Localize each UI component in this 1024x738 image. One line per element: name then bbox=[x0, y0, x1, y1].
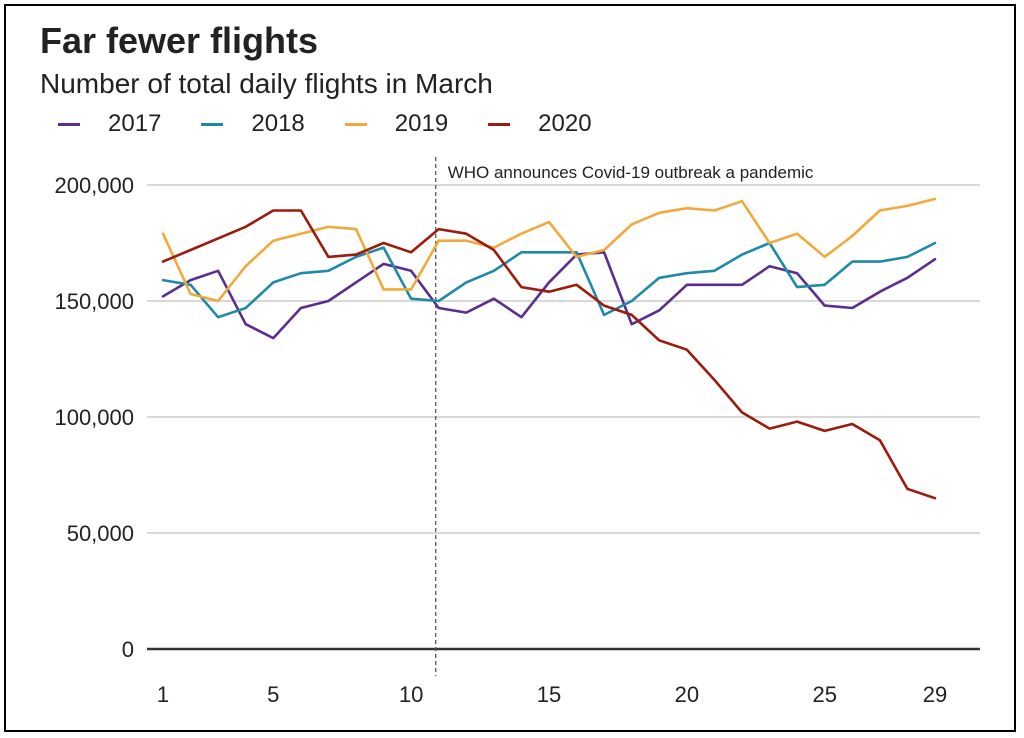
chart-subtitle: Number of total daily flights in March bbox=[40, 68, 493, 99]
legend-item-2020: 2020 bbox=[488, 110, 592, 138]
x-tick-label-25: 25 bbox=[812, 682, 836, 707]
legend-item-2019: 2019 bbox=[344, 110, 449, 138]
legend-label-2017: 2017 bbox=[108, 110, 162, 137]
legend-swatch-2019 bbox=[344, 122, 367, 126]
series-line-2019 bbox=[161, 197, 937, 303]
x-tick-label-5: 5 bbox=[267, 682, 279, 707]
legend-swatch-2020 bbox=[488, 122, 511, 126]
y-tick-label-150000: 150,000 bbox=[54, 289, 134, 314]
y-tick-label-100000: 100,000 bbox=[54, 405, 134, 430]
series-lines bbox=[161, 197, 937, 500]
legend-swatch-2018 bbox=[201, 122, 224, 126]
legend-label-2018: 2018 bbox=[251, 110, 305, 137]
y-tick-label-200000: 200,000 bbox=[54, 173, 134, 198]
x-tick-label-29: 29 bbox=[923, 682, 947, 707]
x-tick-label-15: 15 bbox=[537, 682, 561, 707]
y-tick-label-0: 0 bbox=[122, 637, 134, 662]
x-tick-label-1: 1 bbox=[157, 682, 169, 707]
x-tick-label-10: 10 bbox=[399, 682, 423, 707]
series-line-2018 bbox=[161, 241, 937, 319]
legend-swatch-2017 bbox=[58, 122, 80, 126]
y-tick-labels: 0 50,000 100,000 150,000 200,000 bbox=[54, 173, 134, 662]
legend-item-2018: 2018 bbox=[201, 110, 305, 138]
y-tick-label-50000: 50,000 bbox=[67, 521, 134, 546]
legend: 2017 2018 2019 2020 bbox=[58, 110, 632, 138]
chart-title: Far fewer flights bbox=[40, 20, 319, 61]
legend-item-2017: 2017 bbox=[58, 110, 161, 138]
gridlines bbox=[147, 184, 980, 651]
series-line-2020 bbox=[161, 209, 937, 500]
x-tick-label-20: 20 bbox=[675, 682, 699, 707]
legend-label-2019: 2019 bbox=[394, 110, 449, 137]
pandemic-annotation-text: WHO announces Covid-19 outbreak a pandem… bbox=[448, 163, 814, 182]
chart-frame bbox=[4, 4, 1016, 732]
series-line-2017 bbox=[161, 251, 937, 340]
legend-label-2020: 2020 bbox=[538, 110, 592, 137]
x-tick-labels: 1 5 10 15 20 25 29 bbox=[157, 682, 947, 707]
